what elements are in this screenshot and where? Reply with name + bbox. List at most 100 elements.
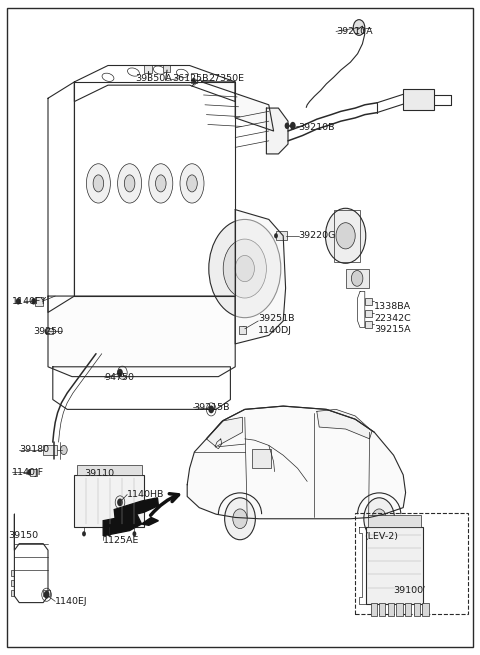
Text: 22342C: 22342C	[374, 314, 411, 323]
Text: 1140HB: 1140HB	[127, 490, 165, 499]
Bar	[355, 513, 468, 614]
Bar	[334, 210, 360, 262]
Bar	[43, 445, 57, 455]
Circle shape	[233, 509, 247, 529]
Circle shape	[274, 233, 278, 238]
Circle shape	[117, 369, 123, 377]
Text: 39180: 39180	[19, 445, 49, 455]
Text: 39350A: 39350A	[135, 74, 172, 83]
Text: 39150: 39150	[9, 531, 39, 540]
Bar	[144, 65, 152, 73]
Bar	[35, 297, 43, 306]
Ellipse shape	[187, 175, 197, 192]
Text: 1140DJ: 1140DJ	[258, 326, 292, 335]
Bar	[365, 298, 372, 305]
Bar	[11, 570, 14, 576]
Bar	[388, 603, 394, 616]
Bar	[252, 449, 271, 468]
Polygon shape	[206, 417, 242, 447]
Ellipse shape	[156, 175, 166, 192]
Text: 1338BA: 1338BA	[374, 302, 411, 311]
Bar	[422, 603, 429, 616]
Circle shape	[31, 298, 36, 305]
Bar	[396, 603, 403, 616]
Polygon shape	[114, 498, 158, 519]
Bar	[11, 580, 14, 586]
Circle shape	[353, 20, 365, 35]
Ellipse shape	[149, 164, 173, 203]
Text: 39210A: 39210A	[336, 27, 372, 36]
Text: 39100: 39100	[394, 586, 424, 595]
Bar	[365, 310, 372, 317]
Circle shape	[225, 498, 255, 540]
Circle shape	[132, 531, 136, 536]
Circle shape	[44, 591, 49, 599]
Text: 39250: 39250	[34, 327, 64, 336]
Bar	[379, 603, 385, 616]
Circle shape	[60, 445, 67, 455]
Circle shape	[208, 405, 214, 413]
Bar	[405, 603, 411, 616]
Polygon shape	[266, 108, 288, 154]
Bar	[371, 603, 377, 616]
Polygon shape	[142, 517, 158, 525]
Bar	[46, 328, 53, 334]
Bar	[414, 603, 420, 616]
Circle shape	[336, 223, 355, 249]
Bar	[11, 590, 14, 596]
Ellipse shape	[86, 164, 110, 203]
Bar	[403, 89, 434, 110]
Circle shape	[107, 531, 111, 536]
Circle shape	[285, 122, 289, 129]
Circle shape	[351, 271, 363, 286]
Circle shape	[45, 328, 49, 335]
Bar	[239, 326, 246, 334]
Polygon shape	[187, 406, 406, 519]
Text: 39215B: 39215B	[193, 403, 230, 412]
Circle shape	[192, 78, 196, 83]
Bar	[365, 321, 372, 328]
Circle shape	[16, 298, 21, 305]
Text: 1140JF: 1140JF	[12, 468, 44, 477]
Circle shape	[223, 239, 266, 298]
Text: 27350E: 27350E	[208, 74, 244, 83]
Ellipse shape	[180, 164, 204, 203]
Bar	[30, 469, 37, 476]
Text: 39210B: 39210B	[299, 122, 335, 132]
Circle shape	[27, 469, 32, 476]
Bar	[276, 231, 287, 240]
Circle shape	[364, 498, 395, 540]
Text: 39110: 39110	[84, 469, 114, 478]
Text: 94750: 94750	[105, 373, 134, 383]
Text: (LEV-2): (LEV-2)	[364, 532, 398, 541]
Bar	[77, 465, 142, 475]
Circle shape	[325, 208, 366, 263]
Bar	[346, 269, 369, 288]
Polygon shape	[48, 296, 235, 377]
Circle shape	[241, 326, 246, 333]
Circle shape	[372, 509, 386, 529]
Bar	[43, 590, 50, 596]
Polygon shape	[317, 409, 372, 439]
Text: 1125AE: 1125AE	[103, 536, 140, 545]
Circle shape	[290, 122, 296, 130]
Ellipse shape	[93, 175, 104, 192]
Ellipse shape	[118, 164, 142, 203]
Bar	[368, 515, 421, 527]
Circle shape	[235, 255, 254, 282]
Polygon shape	[202, 82, 274, 131]
Circle shape	[117, 498, 123, 506]
Text: 39215A: 39215A	[374, 325, 411, 334]
Text: 1140FY: 1140FY	[12, 297, 47, 307]
Polygon shape	[103, 514, 142, 536]
Text: 39251B: 39251B	[258, 314, 295, 324]
Bar	[163, 66, 170, 72]
Circle shape	[209, 219, 281, 318]
Text: 1140EJ: 1140EJ	[55, 597, 88, 606]
Bar	[366, 527, 423, 604]
Text: 39220G: 39220G	[299, 231, 336, 240]
Bar	[191, 73, 197, 83]
Circle shape	[82, 531, 86, 536]
Text: 36125B: 36125B	[172, 74, 208, 83]
Polygon shape	[235, 210, 286, 344]
